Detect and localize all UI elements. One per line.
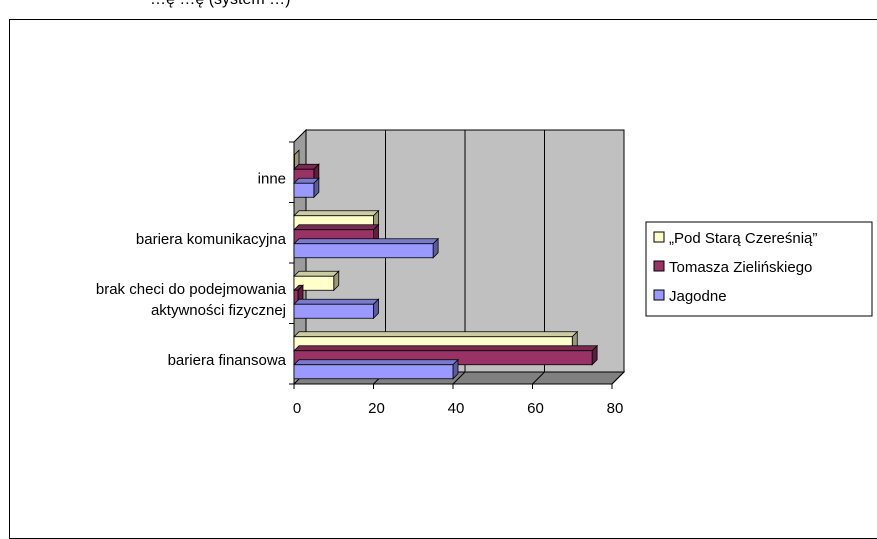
category-label: aktywności fizycznej	[151, 302, 286, 319]
top-caption: …ę …ę (system …)	[150, 0, 290, 9]
bar	[293, 182, 315, 198]
x-tick-label: 80	[607, 400, 624, 417]
bar-top	[293, 224, 380, 231]
x-tick-label: 0	[293, 400, 301, 417]
x-tick-label: 20	[368, 400, 385, 417]
gridline-floor	[611, 371, 625, 385]
legend-label: Tomasza Zielińskiego	[669, 259, 812, 276]
legend-label: Jagodne	[669, 288, 727, 305]
category-label: bariera finansowa	[168, 352, 287, 369]
x-tick-label: 40	[448, 400, 465, 417]
bar	[293, 243, 434, 259]
category-label: inne	[258, 170, 286, 187]
bar	[293, 275, 335, 291]
legend-swatch	[653, 289, 665, 301]
bar-top	[293, 210, 380, 217]
category-label: bariera komunikacyjna	[136, 231, 287, 248]
legend-box	[645, 221, 873, 317]
legend-swatch	[653, 260, 665, 272]
bar-top	[293, 345, 599, 352]
legend-label: „Pod Starą Czereśnią”	[669, 230, 817, 247]
x-tick-label: 60	[527, 400, 544, 417]
bar-top	[293, 270, 340, 277]
bar-top	[293, 331, 579, 338]
bar	[293, 154, 295, 170]
legend-swatch	[653, 231, 665, 243]
category-label: brak checi do podejmowania	[96, 281, 287, 298]
bar-top	[293, 298, 380, 305]
bar	[293, 303, 374, 319]
bar-top	[293, 359, 459, 366]
bar-chart: 0 20 40 60 80 bariera finansowa brak checi do …	[96, 128, 873, 417]
bar-top	[293, 238, 440, 245]
gridline-floor	[532, 371, 545, 385]
bar	[293, 364, 454, 380]
gridline-floor	[452, 371, 466, 385]
